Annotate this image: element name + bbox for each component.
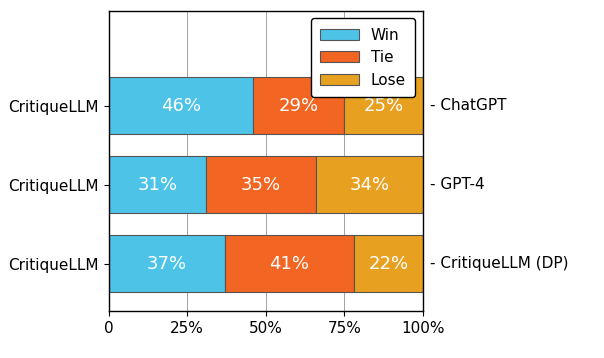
Bar (316, 156, 423, 213)
Text: 31%: 31% (137, 176, 178, 194)
Text: 29%: 29% (278, 97, 319, 115)
Text: 25%: 25% (364, 97, 403, 115)
Bar (206, 156, 316, 213)
Text: 37%: 37% (147, 255, 187, 273)
Bar (225, 236, 354, 292)
Bar (354, 236, 423, 292)
Bar (253, 77, 344, 134)
Bar (109, 156, 206, 213)
Text: 41%: 41% (269, 255, 309, 273)
Text: - GPT-4: - GPT-4 (429, 177, 484, 192)
Text: 35%: 35% (241, 176, 281, 194)
Text: - ChatGPT: - ChatGPT (429, 98, 506, 113)
Text: 46%: 46% (161, 97, 201, 115)
Text: 22%: 22% (368, 255, 408, 273)
Bar (344, 77, 423, 134)
Text: 34%: 34% (349, 176, 390, 194)
Bar (109, 77, 253, 134)
Bar (109, 236, 225, 292)
Legend: Win, Tie, Lose: Win, Tie, Lose (311, 18, 415, 97)
Text: - CritiqueLLM (DP): - CritiqueLLM (DP) (429, 256, 568, 271)
